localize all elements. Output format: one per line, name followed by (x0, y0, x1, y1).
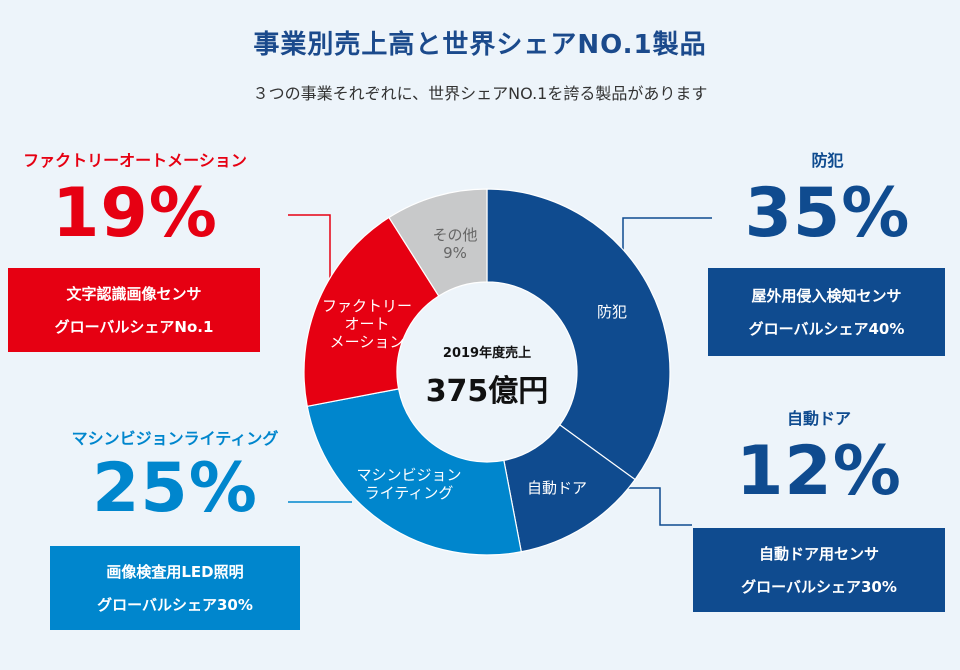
slice-label-2: マシンビジョンライティング (356, 466, 461, 502)
center-value: 375億円 (426, 374, 549, 409)
slice-label-0: 防犯 (597, 303, 627, 321)
slice-label-4: その他 9% (432, 226, 477, 262)
door-segment-name: 自動ドア (786, 409, 851, 428)
security-percentage: 35% (744, 174, 911, 253)
security-product-box: 屋外用侵入検知センサ グローバルシェア40% (708, 268, 945, 356)
door-product-name: 自動ドア用センサ (758, 545, 879, 563)
mv-percentage: 25% (92, 449, 258, 528)
fa-product-name: 文字認識画像センサ (66, 285, 202, 303)
page-title: 事業別売上高と世界シェアNO.1製品 (253, 30, 707, 60)
security-product-name: 屋外用侵入検知センサ (751, 287, 902, 305)
fa-segment-name: ファクトリーオートメーション (23, 151, 247, 170)
security-product-share: グローバルシェア40% (748, 320, 905, 338)
door-connector-line (600, 487, 692, 526)
slice-0 (486, 188, 671, 481)
door-product-box: 自動ドア用センサ グローバルシェア30% (693, 528, 945, 612)
slice-label-1: 自動ドア (527, 479, 587, 497)
fa-product-share: グローバルシェアNo.1 (54, 318, 214, 336)
slice-label-3: ファクトリーオートメーション (322, 297, 412, 351)
slice-3 (303, 216, 440, 407)
security-connector-line (622, 217, 712, 270)
center-label: 2019年度売上 (443, 345, 531, 361)
mv-product-name: 画像検査用LED照明 (106, 563, 244, 581)
slice-4 (388, 188, 488, 297)
fa-connector-line (288, 214, 331, 290)
security-segment-name: 防犯 (811, 151, 844, 170)
mv-product-box: 画像検査用LED照明 グローバルシェア30% (50, 546, 300, 630)
slice-2 (306, 388, 522, 556)
page-subtitle: ３つの事業それぞれに、世界シェアNO.1を誇る製品があります (252, 84, 708, 103)
door-product-share: グローバルシェア30% (741, 578, 897, 596)
mv-product-share: グローバルシェア30% (97, 596, 253, 614)
door-percentage: 12% (736, 432, 902, 511)
fa-percentage: 19% (52, 174, 218, 253)
fa-product-box: 文字認識画像センサ グローバルシェアNo.1 (8, 268, 260, 352)
mv-segment-name: マシンビジョンライティング (71, 429, 279, 448)
